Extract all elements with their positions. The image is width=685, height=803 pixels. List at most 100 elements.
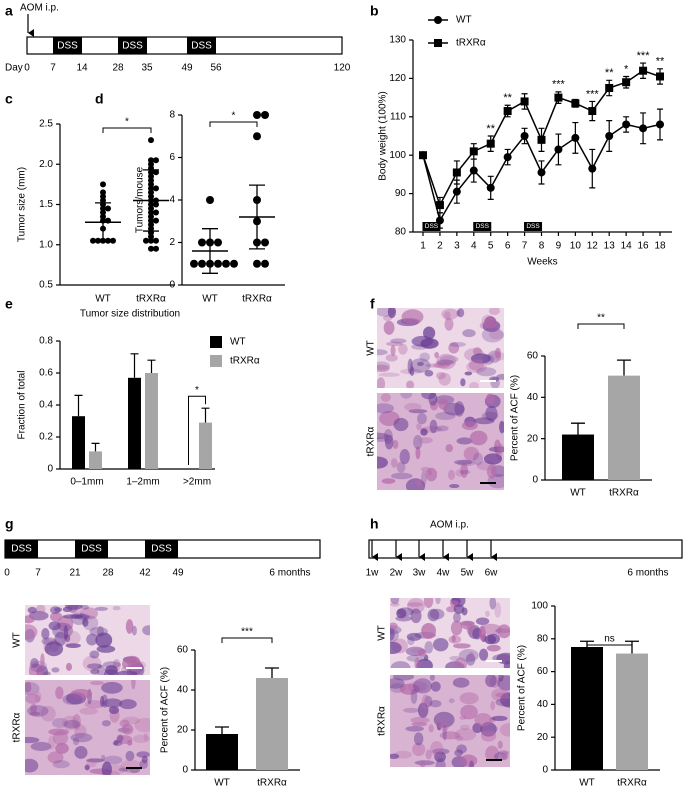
tissue-cell — [405, 380, 415, 388]
tissue-cell — [441, 308, 459, 320]
tissue-cell — [457, 308, 465, 318]
tissue-cell — [412, 742, 426, 757]
tissue-cell — [480, 730, 497, 742]
tissue-cell — [61, 715, 79, 731]
error-bar — [215, 726, 229, 734]
tissue-cell — [497, 740, 503, 749]
y-tick-label: 0.4 — [39, 400, 53, 411]
error-bar — [147, 359, 156, 373]
tissue-cell — [30, 741, 52, 752]
tissue-cell — [47, 751, 64, 764]
timeline-tick: 0 — [4, 568, 10, 579]
x-tick-label: 3 — [454, 241, 460, 252]
tissue-cell — [391, 472, 413, 480]
x-tick-label: 2 — [437, 241, 443, 252]
data-point — [452, 168, 461, 177]
tissue-cell — [424, 641, 434, 654]
tissue-cell — [468, 651, 475, 660]
timeline-tick: 1w — [366, 568, 380, 579]
data-point — [148, 137, 154, 144]
tissue-cell — [384, 434, 394, 450]
y-tick-label: 40 — [537, 699, 549, 710]
dss-label: DSS — [81, 544, 102, 555]
tissue-cell — [390, 641, 402, 655]
tissue-cell — [119, 699, 137, 710]
y-tick-label: 20 — [177, 725, 189, 736]
tissue-cell — [454, 749, 464, 757]
x-tick-label: 12 — [587, 241, 599, 252]
tissue-cell — [453, 459, 473, 465]
tissue-cell — [385, 354, 398, 362]
tissue-cell — [139, 759, 148, 769]
y-tick-label: 130 — [389, 35, 406, 46]
timeline-end: 6 months — [269, 568, 310, 579]
data-point — [537, 135, 546, 144]
tissue-cell — [430, 681, 441, 692]
tissue-cell — [434, 351, 440, 359]
bar — [199, 422, 212, 469]
dss-block — [187, 37, 216, 54]
timeline-axis-label: Day — [5, 63, 23, 74]
tissue-cell — [377, 456, 388, 469]
tissue-cell — [410, 647, 424, 654]
tissue-cell — [27, 606, 37, 614]
y-tick-label: 0.8 — [39, 336, 53, 347]
significance-label: *** — [552, 79, 566, 91]
tissue-cell — [463, 446, 480, 462]
tissue-cell — [439, 731, 461, 740]
timeline-tick: 35 — [141, 63, 153, 74]
data-point — [105, 205, 111, 212]
significance-label: ** — [503, 92, 512, 104]
tissue-cell — [500, 751, 509, 761]
tissue-cell — [82, 618, 89, 627]
tissue-cell — [496, 373, 504, 380]
tissue-cell — [55, 686, 64, 700]
y-tick-label: 0.2 — [39, 432, 53, 443]
histology-image — [377, 393, 504, 490]
tissue-cell — [456, 744, 467, 754]
x-tick-label: WT — [95, 294, 111, 305]
tissue-cell — [141, 755, 148, 764]
data-point — [434, 16, 442, 24]
data-point — [261, 259, 269, 268]
timeline-tick: 4w — [437, 568, 451, 579]
error-bar — [571, 422, 585, 435]
tissue-cell — [392, 439, 399, 449]
tissue-cell — [57, 616, 74, 632]
timeline-tick: 120 — [334, 63, 351, 74]
x-tick-label: 8 — [539, 241, 545, 252]
tissue-cell — [72, 737, 80, 746]
y-tick-label: 0 — [542, 765, 548, 776]
tissue-cell — [411, 722, 428, 727]
tissue-cell — [415, 479, 424, 487]
tissue-cell — [469, 430, 488, 446]
data-point — [554, 145, 563, 154]
tissue-cell — [25, 758, 39, 773]
tissue-cell — [485, 675, 497, 688]
tissue-cell — [101, 761, 112, 775]
tissue-cell — [495, 698, 510, 707]
tissue-cell — [460, 620, 475, 630]
tissue-cell — [30, 658, 39, 669]
histology-image — [390, 675, 510, 767]
tissue-cell — [40, 705, 56, 722]
tissue-cell — [116, 670, 138, 675]
tissue-cell — [113, 739, 119, 746]
tissue-cell — [469, 381, 480, 388]
tissue-cell — [486, 464, 497, 479]
significance-label: ** — [597, 313, 605, 324]
tissue-cell — [449, 341, 466, 347]
error-bar — [130, 353, 139, 378]
tissue-cell — [405, 725, 424, 732]
tissue-cell — [490, 700, 496, 711]
tissue-cell — [420, 428, 428, 436]
tissue-cell — [484, 634, 497, 645]
tissue-cell — [101, 681, 123, 694]
data-point — [143, 237, 149, 244]
x-tick-label: tRXRα — [609, 488, 639, 499]
tissue-cell — [417, 412, 427, 425]
y-tick-label: 0 — [169, 280, 175, 291]
sd-bar — [249, 184, 265, 250]
timeline-tick: 49 — [181, 63, 193, 74]
significance-bracket — [586, 644, 633, 650]
